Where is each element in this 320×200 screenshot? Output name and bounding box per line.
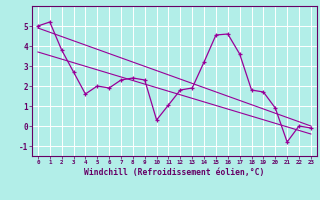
X-axis label: Windchill (Refroidissement éolien,°C): Windchill (Refroidissement éolien,°C) (84, 168, 265, 177)
